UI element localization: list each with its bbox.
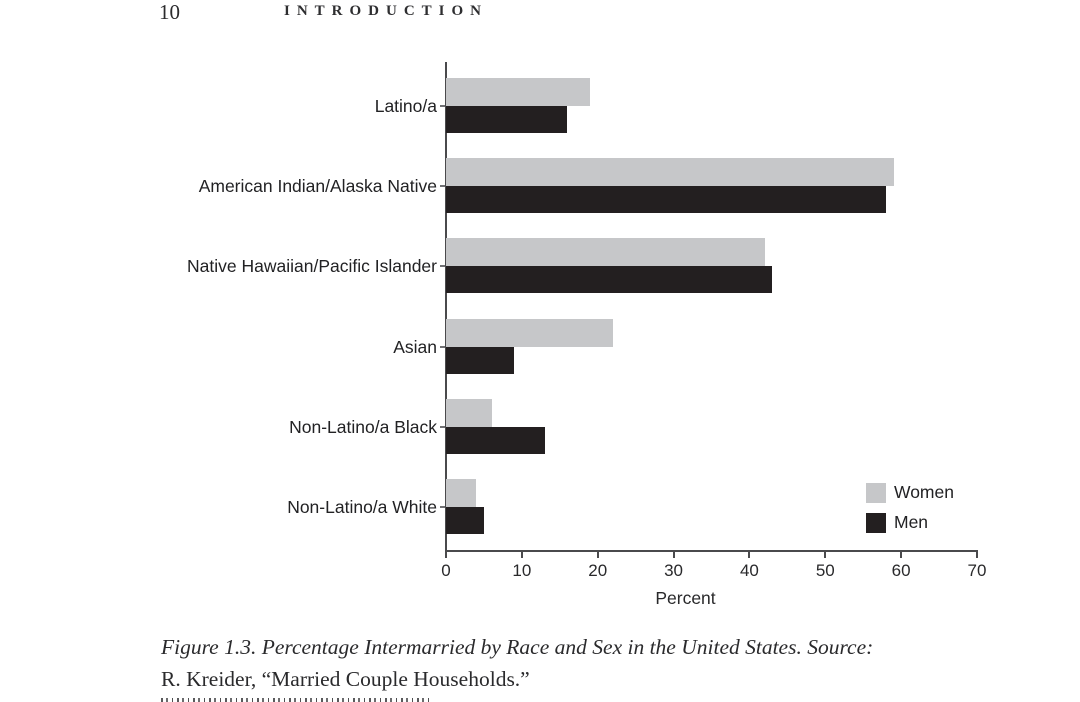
x-tick-40: [748, 552, 751, 558]
category-label-2: Native Hawaiian/Pacific Islander: [187, 256, 437, 277]
x-axis-title: Percent: [655, 588, 716, 608]
bar-men-2: [446, 266, 773, 294]
y-tick-1: [440, 185, 445, 188]
x-tick-30: [672, 552, 675, 558]
bar-men-1: [446, 186, 886, 214]
x-tick-60: [900, 552, 903, 558]
x-tick-label-10: 10: [512, 561, 532, 580]
caption-line1: Figure 1.3. Percentage Intermarried by R…: [161, 635, 874, 659]
page-number: 10: [159, 0, 180, 24]
x-tick-label-40: 40: [739, 561, 759, 580]
category-label-0: Latino/a: [374, 96, 437, 116]
caption-line2: R. Kreider, “Married Couple Households.”: [161, 667, 530, 691]
figure-caption: Figure 1.3. Percentage Intermarried by R…: [161, 631, 991, 695]
y-tick-4: [440, 425, 445, 428]
y-axis-line: [445, 62, 447, 558]
y-tick-3: [440, 345, 445, 348]
x-tick-20: [596, 552, 599, 558]
bar-men-3: [446, 346, 515, 374]
x-tick-label-50: 50: [815, 561, 835, 580]
x-axis-line: [445, 550, 978, 552]
bar-women-0: [446, 78, 591, 106]
x-tick-label-60: 60: [891, 561, 911, 580]
category-label-3: Asian: [393, 336, 437, 357]
category-label-5: Non-Latino/a White: [287, 497, 437, 517]
clipped-body-text: [161, 698, 429, 702]
y-tick-5: [440, 506, 445, 508]
y-tick-0: [440, 105, 445, 107]
x-tick-50: [824, 552, 827, 558]
y-tick-2: [440, 265, 445, 268]
x-tick-label-0: 0: [441, 561, 451, 580]
x-tick-70: [976, 552, 978, 558]
bar-women-2: [446, 238, 765, 267]
x-tick-label-30: 30: [664, 561, 684, 580]
bar-chart: 0 10 20 30 40 50 60 70 Percent Latino/a American I…: [187, 62, 987, 608]
bar-women-5: [446, 479, 477, 507]
legend-label-men: Men: [894, 512, 929, 532]
bar-women-1: [446, 158, 894, 187]
x-tick-label-70: 70: [967, 561, 987, 580]
bar-men-4: [446, 426, 545, 454]
x-tick-10: [520, 552, 523, 558]
bar-women-4: [446, 398, 492, 427]
bar-women-3: [446, 318, 613, 347]
legend-swatch-women: [866, 483, 886, 503]
bar-men-0: [446, 106, 568, 133]
legend-label-women: Women: [894, 482, 954, 502]
legend-swatch-men: [866, 513, 886, 533]
bar-men-5: [446, 507, 484, 534]
category-label-4: Non-Latino/a Black: [289, 416, 437, 437]
running-head: INTRODUCTION: [284, 3, 489, 19]
x-tick-label-20: 20: [588, 561, 608, 580]
category-label-1: American Indian/Alaska Native: [198, 176, 437, 197]
